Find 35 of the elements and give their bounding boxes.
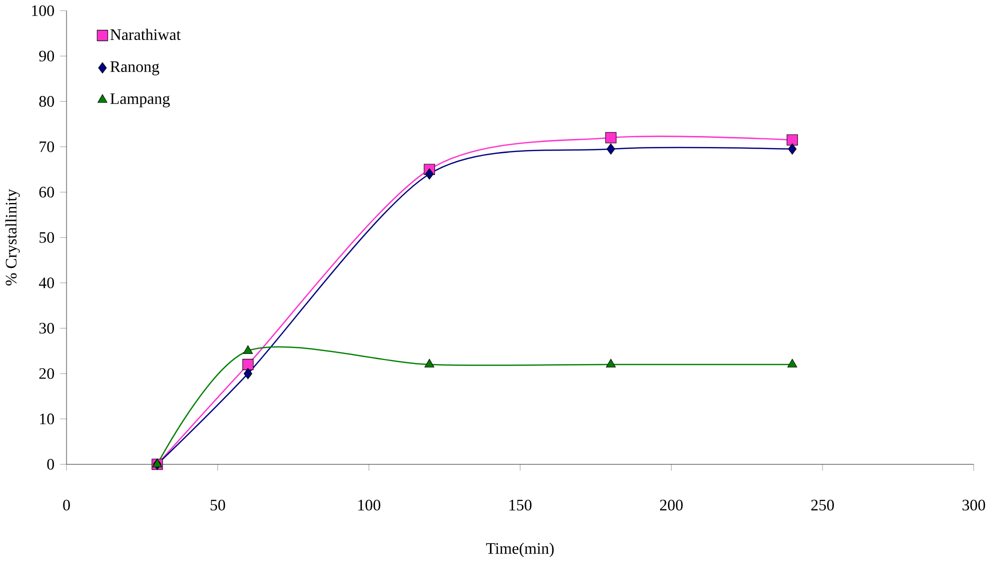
y-tick-label: 90 bbox=[39, 50, 54, 62]
legend-label: Lampang bbox=[110, 93, 170, 108]
x-axis-title: Time(min) bbox=[486, 542, 554, 557]
x-tick-label: 150 bbox=[510, 499, 532, 510]
x-tick-label: 0 bbox=[63, 499, 70, 510]
y-tick-label: 20 bbox=[39, 368, 54, 379]
y-tick-label: 70 bbox=[40, 141, 54, 152]
y-axis-title: % Crystallinity bbox=[5, 188, 20, 286]
point bbox=[244, 368, 252, 379]
point bbox=[606, 143, 616, 154]
point bbox=[788, 143, 797, 154]
y-tick-label: 30 bbox=[39, 322, 54, 334]
x-tick-label: 200 bbox=[660, 499, 683, 510]
point bbox=[424, 358, 434, 368]
point bbox=[787, 358, 798, 368]
point bbox=[606, 358, 616, 368]
point bbox=[242, 358, 254, 370]
y-tick-label: 100 bbox=[32, 5, 54, 16]
x-tick-label: 50 bbox=[210, 499, 226, 510]
y-tick-label: 10 bbox=[40, 413, 54, 424]
y-tick-label: 50 bbox=[40, 232, 54, 243]
x-tick-label: 250 bbox=[811, 499, 834, 510]
legend-label: Ranong bbox=[110, 61, 160, 76]
x-tick-label: 100 bbox=[358, 499, 380, 510]
y-tick-label: 60 bbox=[39, 186, 54, 198]
point bbox=[605, 132, 616, 144]
point bbox=[243, 345, 253, 354]
x-tick-label: 300 bbox=[962, 499, 986, 510]
point bbox=[786, 134, 798, 146]
y-tick-label: 80 bbox=[39, 96, 54, 107]
legend-label: Narathiwat bbox=[110, 28, 181, 40]
point bbox=[152, 458, 162, 467]
y-tick-label: 40 bbox=[38, 277, 54, 288]
point bbox=[425, 168, 434, 180]
y-tick-label: 0 bbox=[47, 458, 54, 470]
